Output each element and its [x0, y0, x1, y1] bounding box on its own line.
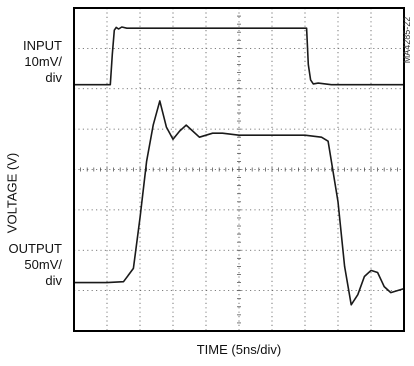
x-axis-label: TIME (5ns/div) — [196, 342, 282, 357]
input-channel-name: INPUT — [23, 38, 62, 53]
series-line-input — [73, 26, 405, 86]
output-channel-scale: 50mV/ — [24, 257, 62, 272]
traces — [73, 26, 405, 306]
input-channel-scale: 10mV/ — [24, 54, 62, 69]
grid — [73, 7, 405, 332]
series-line-output — [73, 100, 405, 306]
output-channel-label: OUTPUT 50mV/ div — [0, 241, 62, 289]
plot-frame — [73, 7, 405, 332]
figure-id-container: MA4285-22 — [400, 6, 414, 96]
output-channel-name: OUTPUT — [8, 241, 62, 256]
input-channel-unit: div — [45, 70, 62, 85]
input-channel-label: INPUT 10mV/ div — [0, 38, 62, 86]
figure-id-label: MA4285-22 — [402, 16, 412, 64]
y-axis-label: VOLTAGE (V) — [4, 152, 20, 234]
output-channel-unit: div — [45, 273, 62, 288]
y-axis-label-container: VOLTAGE (V) — [0, 148, 24, 238]
